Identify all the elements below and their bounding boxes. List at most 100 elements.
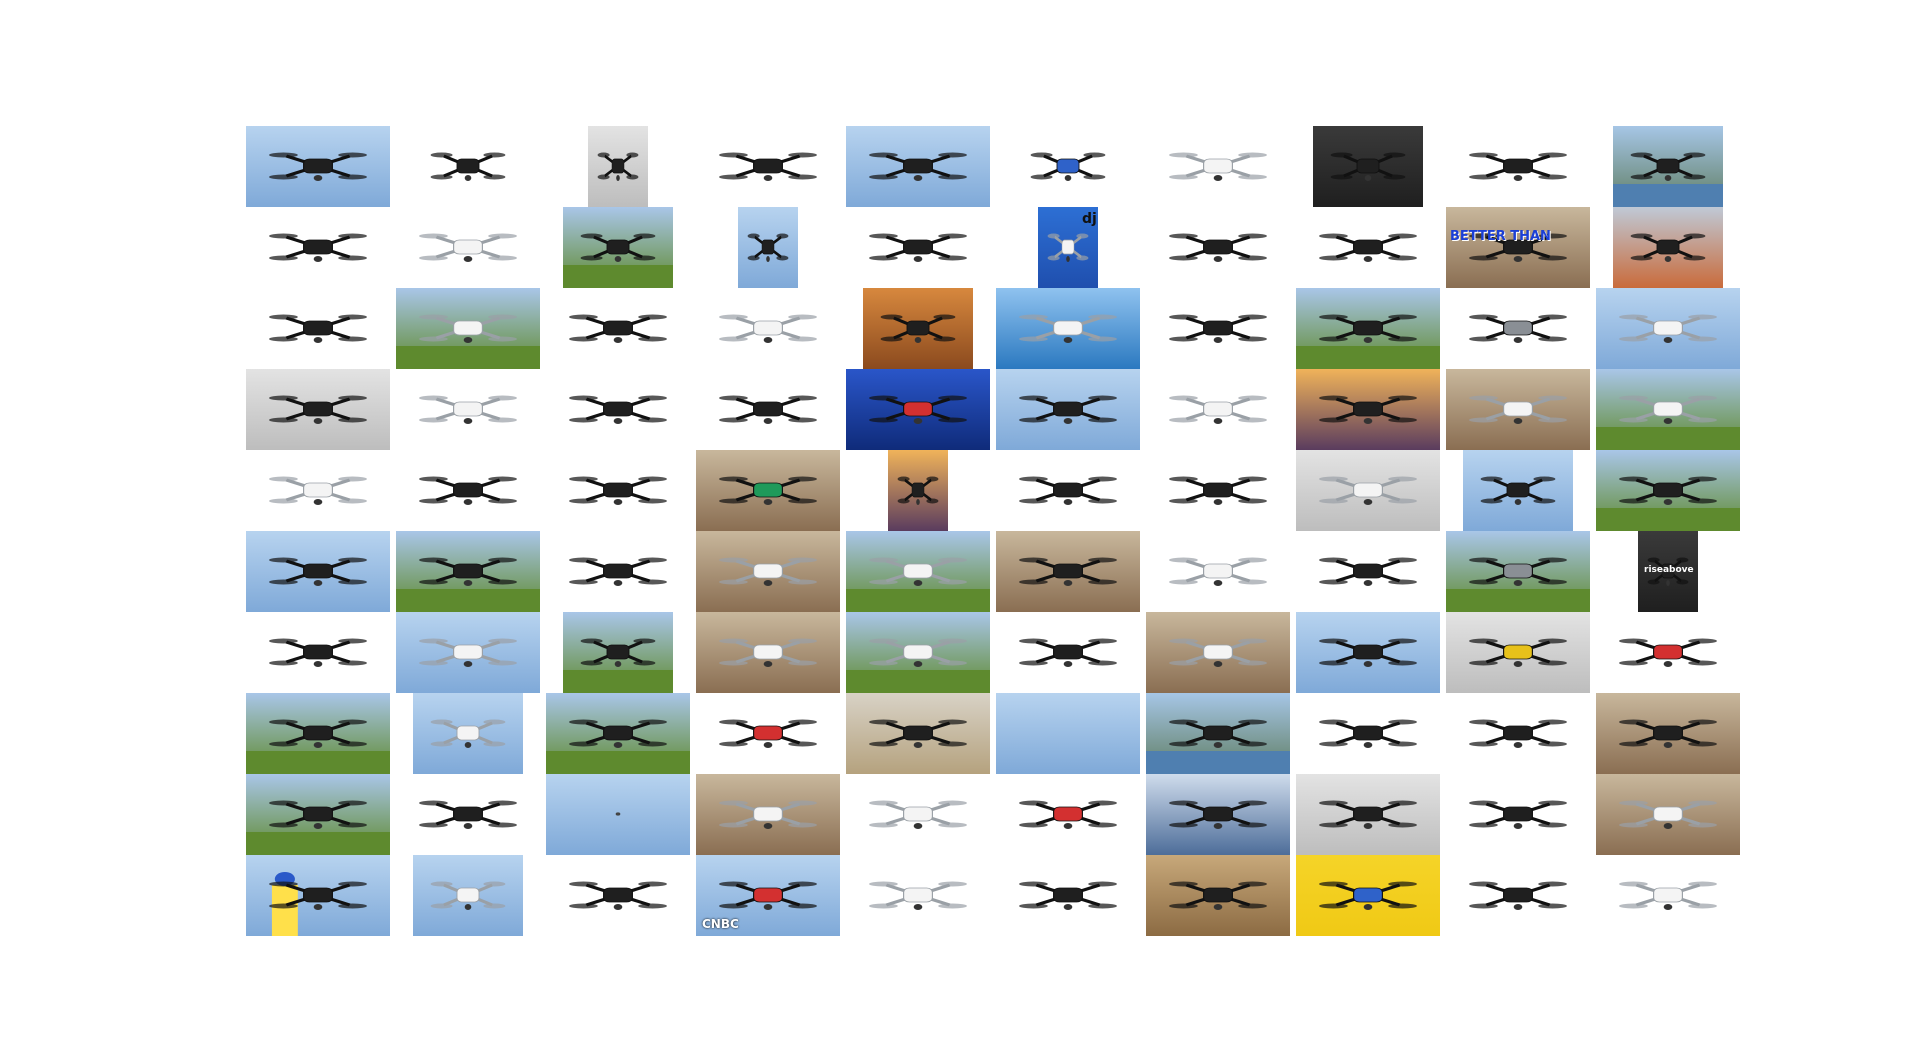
- drone-photo-unbox-phantom: [1446, 369, 1590, 450]
- drone-photo-black-white-x: [396, 774, 540, 855]
- mosaic-cell: [993, 126, 1143, 207]
- drone-photo-svg: [1146, 774, 1290, 855]
- drone-photo-stickers-quad: [1146, 288, 1290, 369]
- drone-photo-silhouette-quad: [1296, 207, 1440, 288]
- mosaic-cell: [1443, 450, 1593, 531]
- drone-photo-svg: [888, 450, 948, 531]
- drone-photo-rise-above-poster: riseabove: [1638, 531, 1698, 612]
- mosaic-cell: [1593, 126, 1743, 207]
- drone-photo-svg: [696, 369, 840, 450]
- drone-photo-svg: [1146, 612, 1290, 693]
- drone-photo-svg: [1146, 207, 1290, 288]
- mosaic-cell: [1293, 693, 1443, 774]
- mosaic-cell: [393, 369, 543, 450]
- drone-photo-mavic-pair-sky: [246, 531, 390, 612]
- drone-photo-svg: [396, 531, 540, 612]
- mosaic-cell: [1593, 288, 1743, 369]
- drone-photo-svg: [996, 288, 1140, 369]
- mosaic-cell: BETTER THAN: [1443, 207, 1593, 288]
- drone-photo-umbrella-drone: [1296, 855, 1440, 936]
- drone-photo-svg: [413, 693, 523, 774]
- drone-photo-svg: [546, 288, 690, 369]
- drone-photo-svg: [846, 126, 990, 207]
- drone-photo-orange-toy-quad: [696, 693, 840, 774]
- drone-photo-svg: [563, 612, 673, 693]
- drone-photo-svg: [1446, 369, 1590, 450]
- mosaic-cell: [243, 693, 393, 774]
- drone-photo-valley-phantom: [246, 774, 390, 855]
- drone-photo-foldable-black-kit: [246, 288, 390, 369]
- drone-photo-svg: [996, 774, 1140, 855]
- mosaic-cell: [843, 693, 993, 774]
- drone-photo-svg: [1596, 288, 1740, 369]
- drone-photo-solo-black: [1296, 531, 1440, 612]
- mosaic-cell: [1143, 450, 1293, 531]
- drone-photo-svg: [588, 126, 648, 207]
- drone-photo-phantom-flowers: [846, 612, 990, 693]
- drone-photo-svg: [696, 288, 840, 369]
- mosaic-cell: [693, 126, 843, 207]
- drone-photo-svg: [246, 531, 390, 612]
- mosaic-cell: [993, 774, 1143, 855]
- drone-photo-svg: [246, 774, 390, 855]
- mosaic-cell: [1593, 612, 1743, 693]
- mosaic-cell: [393, 693, 543, 774]
- drone-photo-sky-strip-quad: [996, 369, 1140, 450]
- drone-photo-svg: [1446, 288, 1590, 369]
- drone-photo-case-grass-drone: [1596, 450, 1740, 531]
- drone-photo-phantom-controller-2: [696, 774, 840, 855]
- drone-photo-svg: [846, 369, 990, 450]
- mosaic-cell: [993, 369, 1143, 450]
- drone-photo-spray-drone-trees: [246, 693, 390, 774]
- drone-photo-grass-flight: [546, 693, 690, 774]
- mosaic-cell: dji: [993, 207, 1143, 288]
- mosaic-cell: [543, 693, 693, 774]
- mosaic-cell: [993, 288, 1143, 369]
- mosaic-cell: [243, 369, 393, 450]
- mosaic-cell: [1143, 531, 1293, 612]
- drone-photo-drone-parcel: [396, 612, 540, 693]
- drone-photo-svg: [1446, 693, 1590, 774]
- drone-photo-parts-kit: [546, 450, 690, 531]
- drone-photo-svg: [1146, 369, 1290, 450]
- mosaic-cell: [843, 207, 993, 288]
- mosaic-cell: [1293, 612, 1443, 693]
- mosaic-cell: [693, 450, 843, 531]
- drone-photo-red-black-quad: [1596, 612, 1740, 693]
- drone-photo-mavic-air-dark: [546, 288, 690, 369]
- drone-photo-court-orange-drone: [1613, 207, 1723, 288]
- mosaic-cell: [543, 531, 693, 612]
- mosaic-cell: [393, 207, 543, 288]
- drone-photo-svg: [1146, 855, 1290, 936]
- mosaic-cell: [1293, 369, 1443, 450]
- drone-photo-svg: [696, 531, 840, 612]
- mosaic-cell: [693, 207, 843, 288]
- drone-photo-rice-field-drones: [1296, 288, 1440, 369]
- overlay-text-dji-logo: dji: [1082, 211, 1098, 227]
- drone-photo-worker-controller: [246, 855, 390, 936]
- mosaic-cell: [1443, 288, 1593, 369]
- drone-photo-better-than-man: BETTER THAN: [1446, 207, 1590, 288]
- mosaic-cell: [1293, 774, 1443, 855]
- drone-photo-svg: [696, 450, 840, 531]
- drone-photo-assembly-phantom: [1146, 612, 1290, 693]
- drone-photo-svg: [246, 612, 390, 693]
- mosaic-cell: [543, 855, 693, 936]
- mosaic-cell: [393, 126, 543, 207]
- drone-image-mosaic: dji: [243, 126, 1743, 936]
- drone-photo-svg: [1296, 774, 1440, 855]
- drone-photo-dji-box-blue: dji: [1038, 207, 1098, 288]
- drone-photo-svg: [696, 126, 840, 207]
- drone-photo-svg: [413, 126, 523, 207]
- drone-photo-wood-deck-drone: [1146, 855, 1290, 936]
- drone-photo-ag-drone-white: [1446, 693, 1590, 774]
- drone-photo-mavic-desert: [1446, 531, 1590, 612]
- mosaic-cell: [1593, 207, 1743, 288]
- mosaic-cell: [1143, 126, 1293, 207]
- drone-photo-svg: [1596, 369, 1740, 450]
- drone-photo-drone-collection: [246, 207, 390, 288]
- drone-photo-svg: [846, 693, 990, 774]
- mosaic-cell: [1143, 855, 1293, 936]
- drone-photo-guarded-quad: [246, 612, 390, 693]
- mosaic-cell: [243, 531, 393, 612]
